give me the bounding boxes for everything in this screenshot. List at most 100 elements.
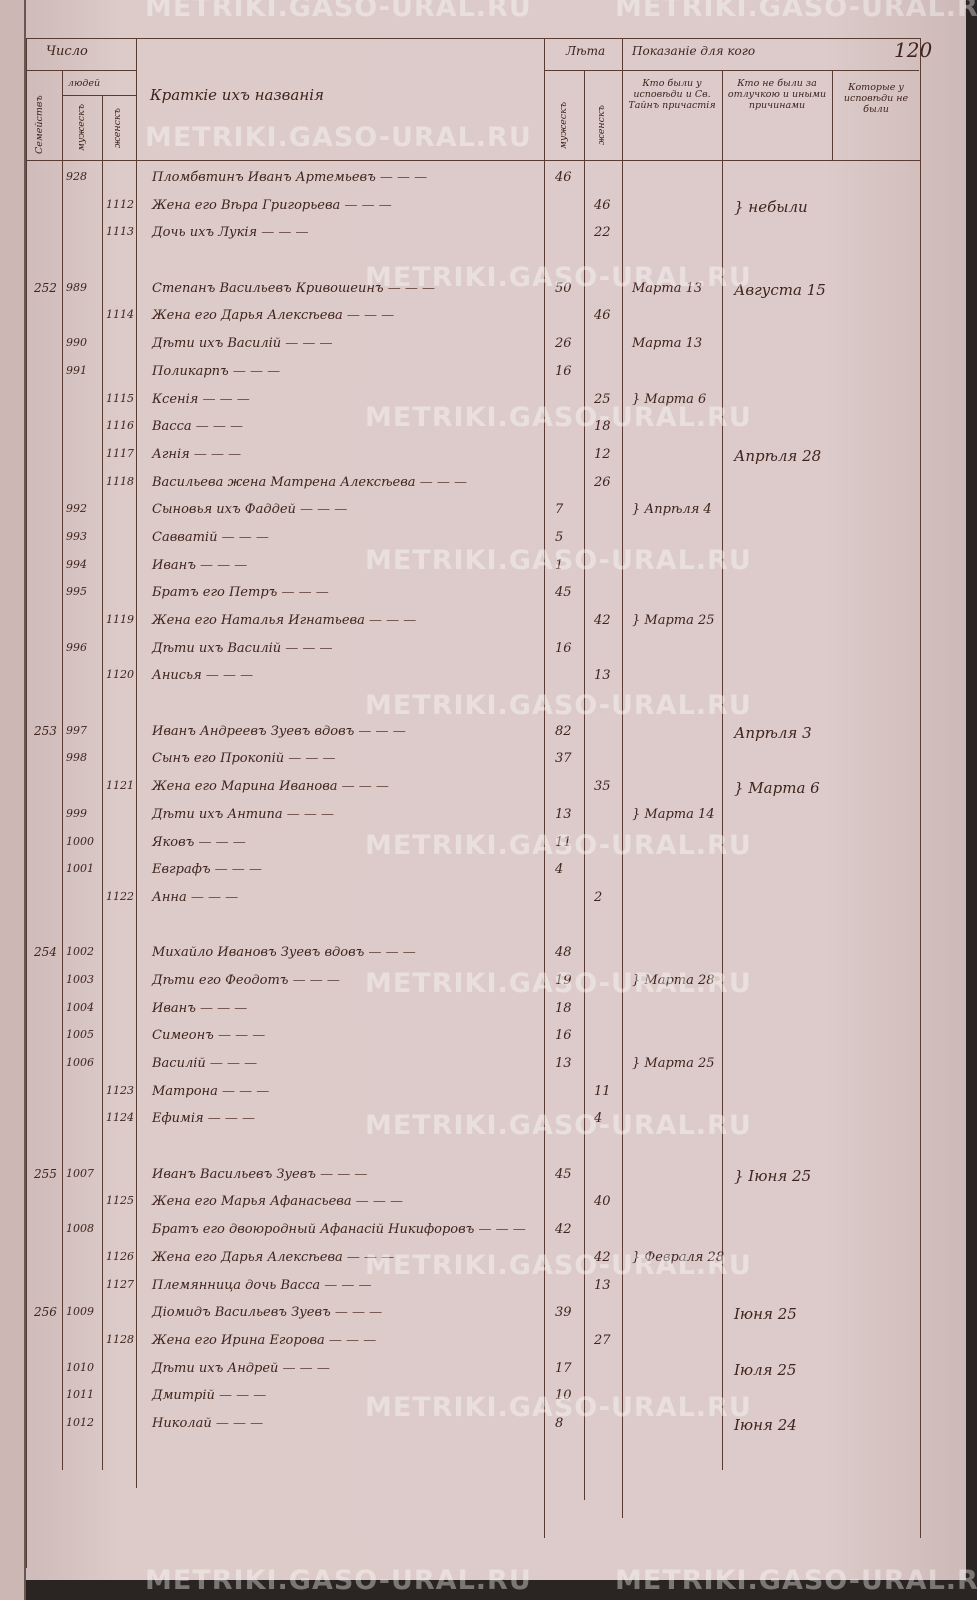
age-male: 42 xyxy=(555,1222,572,1238)
age-male: 7 xyxy=(555,502,564,518)
person-entry: Племянница дочь Васса xyxy=(152,1278,372,1293)
register-row: 1119 Жена его Наталья Игнатьева 42} Марта … xyxy=(26,609,966,637)
male-number: 996 xyxy=(66,640,87,654)
age-female: 35 xyxy=(594,779,611,795)
register-row: 1012 Николай 8 Іюня 24 xyxy=(26,1412,966,1440)
watermark: METRIKI.GASO-URAL.RU xyxy=(365,402,752,433)
female-number: 1120 xyxy=(106,668,134,682)
age-male: 39 xyxy=(555,1305,572,1321)
blank-row xyxy=(26,914,966,942)
age-female: 12 xyxy=(594,446,611,462)
col-line xyxy=(26,38,27,1568)
male-number: 1000 xyxy=(66,834,94,848)
age-male: 8 xyxy=(555,1415,564,1431)
register-row: 253 997 Иванъ Андреевъ Зуевъ вдовъ 82 Апрѣля… xyxy=(26,720,966,748)
age-male: 26 xyxy=(555,336,572,352)
register-row: 1008 Братъ его двоюродный Афанасій Никифо… xyxy=(26,1218,966,1246)
female-number: 1114 xyxy=(106,308,134,322)
register-row: 1000 Яковъ 11 xyxy=(26,831,966,859)
male-number: 1009 xyxy=(66,1305,94,1319)
male-number: 991 xyxy=(66,363,87,377)
confession-date: } Марта 14 xyxy=(632,806,715,822)
person-entry: Васильева жена Матрена Алексѣева xyxy=(152,475,467,490)
header-years: Лѣта xyxy=(566,44,606,58)
male-number: 1010 xyxy=(66,1360,94,1374)
family-number: 255 xyxy=(34,1166,57,1181)
register-row: 1128 Жена его Ирина Егорова 27 xyxy=(26,1329,966,1357)
person-entry: Дѣти ихъ Василій xyxy=(152,336,333,351)
female-number: 1113 xyxy=(106,225,134,239)
female-number: 1127 xyxy=(106,1277,134,1291)
male-number: 998 xyxy=(66,751,87,765)
person-entry: Жена его Марья Афанасьева xyxy=(152,1194,403,1209)
register-row: 1121 Жена его Марина Иванова 35} Марта 6 xyxy=(26,775,966,803)
register-row: 990 Дѣти ихъ Василій 26 Марта 13 xyxy=(26,332,966,360)
age-male: 37 xyxy=(555,751,572,767)
watermark: METRIKI.GASO-URAL.RU xyxy=(365,690,752,721)
male-number: 993 xyxy=(66,529,87,543)
age-female: 42 xyxy=(594,1249,611,1265)
header-subrule xyxy=(544,70,919,71)
male-number: 1005 xyxy=(66,1028,94,1042)
person-entry: Анисья xyxy=(152,668,253,683)
register-row: 1004 Иванъ 18 xyxy=(26,997,966,1025)
header-confessed: Кто были у исповѣди и Св. Тайнъ причасті… xyxy=(628,78,716,111)
watermark: METRIKI.GASO-URAL.RU xyxy=(365,545,752,576)
male-number: 1002 xyxy=(66,945,94,959)
register-row: 1006 Василій 13} Марта 25 xyxy=(26,1052,966,1080)
person-entry: Дѣти ихъ Андрей xyxy=(152,1361,330,1376)
absence-note: } Марта 6 xyxy=(734,779,820,798)
register-row: 1124 Ефимія 4 xyxy=(26,1107,966,1135)
age-male: 4 xyxy=(555,862,564,878)
male-number: 1003 xyxy=(66,972,94,986)
watermark: METRIKI.GASO-URAL.RU xyxy=(365,1110,752,1141)
person-entry: Пломбвтинъ Иванъ Артемьевъ xyxy=(152,170,427,185)
register-row: 1118 Васильева жена Матрена Алексѣева 26 xyxy=(26,471,966,499)
register-row: 1113 Дочь ихъ Лукія 22 xyxy=(26,221,966,249)
family-number: 256 xyxy=(34,1305,57,1320)
confession-date: } Марта 28 xyxy=(632,972,715,988)
family-number: 254 xyxy=(34,945,57,960)
person-entry: Сыновья ихъ Фаддей xyxy=(152,502,347,517)
header-people: людей xyxy=(67,78,101,89)
age-male: 50 xyxy=(555,280,572,296)
male-number: 992 xyxy=(66,502,87,516)
age-female: 11 xyxy=(594,1083,611,1099)
person-entry: Николай xyxy=(152,1416,263,1431)
female-number: 1128 xyxy=(106,1332,134,1346)
header-subrule xyxy=(26,70,136,71)
header-subrule xyxy=(62,95,136,96)
header-not-confessed: Которые у исповѣди не были xyxy=(843,82,909,115)
col-line xyxy=(622,38,623,1518)
person-entry: Савватій xyxy=(152,530,269,545)
male-number: 990 xyxy=(66,336,87,350)
age-female: 40 xyxy=(594,1194,611,1210)
watermark: METRIKI.GASO-URAL.RU xyxy=(365,968,752,999)
register-row: 993 Савватій 5 xyxy=(26,526,966,554)
person-entry: Братъ его Петръ xyxy=(152,585,329,600)
person-entry: Агнія xyxy=(152,447,241,462)
person-entry: Иванъ Васильевъ Зуевъ xyxy=(152,1167,367,1182)
watermark: METRIKI.GASO-URAL.RU xyxy=(365,262,752,293)
register-row: 256 1009 Діомидъ Васильевъ Зуевъ 39 Іюня 25 xyxy=(26,1301,966,1329)
register-row: 928 Пломбвтинъ Иванъ Артемьевъ 46 xyxy=(26,166,966,194)
confession-date: Марта 13 xyxy=(632,336,703,352)
absence-note: } Іюня 25 xyxy=(734,1166,812,1185)
female-number: 1123 xyxy=(106,1083,134,1097)
confession-date: Марта 13 xyxy=(632,280,703,296)
person-entry: Симеонъ xyxy=(152,1028,265,1043)
male-number: 1011 xyxy=(66,1388,94,1402)
family-number: 253 xyxy=(34,723,57,738)
confession-date: } Марта 6 xyxy=(632,391,707,407)
age-female: 13 xyxy=(594,1277,611,1293)
male-number: 1012 xyxy=(66,1415,94,1429)
female-number: 1126 xyxy=(106,1249,134,1263)
register-row: 1125 Жена его Марья Афанасьева 40 xyxy=(26,1190,966,1218)
header-female: женскъ xyxy=(112,107,123,148)
header-names: Краткіе ихъ названія xyxy=(150,86,324,104)
absence-note: Августа 15 xyxy=(734,280,826,299)
female-number: 1121 xyxy=(106,779,134,793)
age-female: 22 xyxy=(594,225,611,241)
age-male: 45 xyxy=(555,585,572,601)
age-male: 18 xyxy=(555,1000,572,1016)
